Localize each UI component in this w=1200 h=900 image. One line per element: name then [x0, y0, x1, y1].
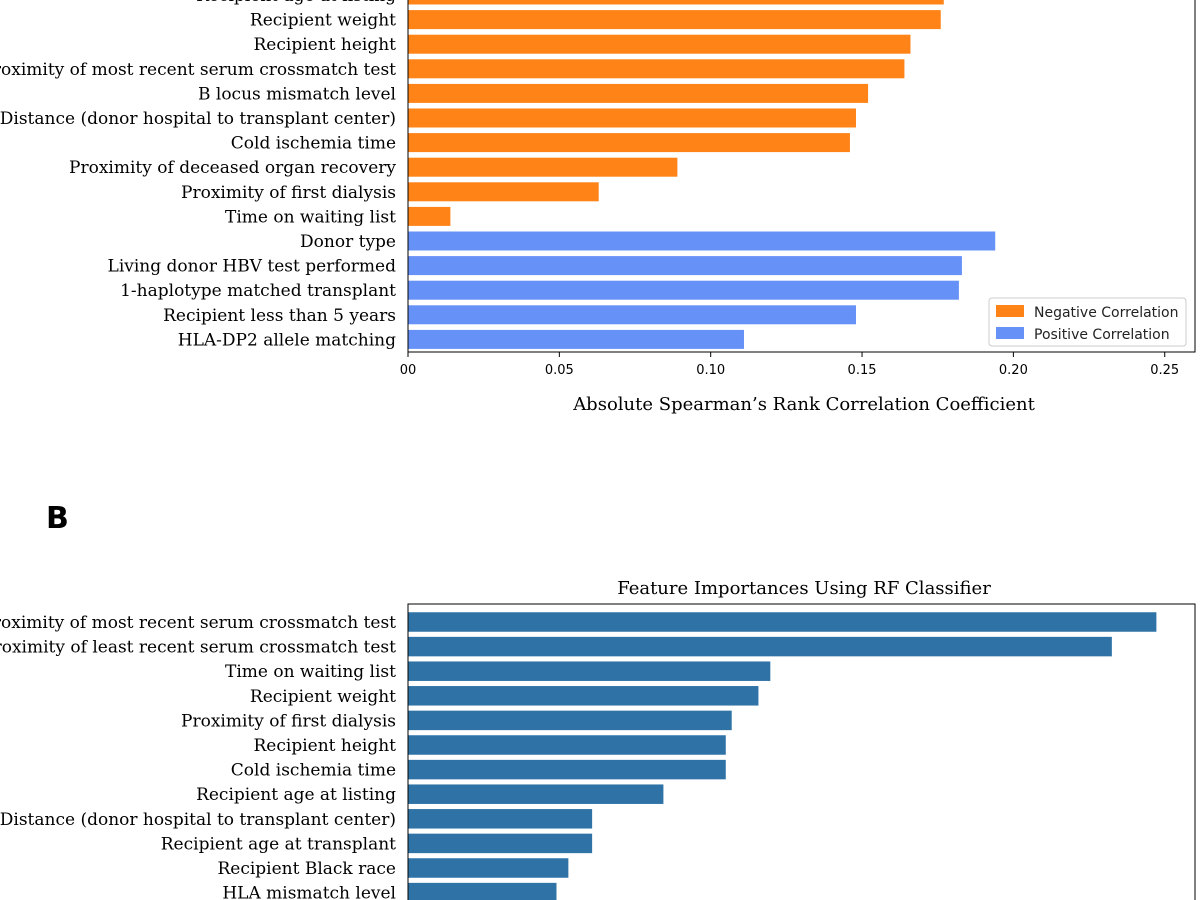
chart-a-category-label: Proximity of deceased organ recovery	[69, 158, 396, 178]
chart-b-category-label: Recipient height	[254, 736, 397, 756]
chart-a-category-label: Proximity of most recent serum crossmatc…	[0, 60, 396, 80]
chart-a-category-label: Recipient weight	[250, 11, 396, 31]
chart-a-bar	[408, 157, 678, 177]
chart-a-legend-label: Positive Correlation	[1034, 327, 1170, 343]
chart-b-bar	[408, 661, 771, 681]
chart-b-bars	[408, 612, 1157, 900]
chart-a-x-ticks: 00 0.05 0.10 0.15 0.20 0.25	[400, 352, 1179, 378]
chart-b-bar	[408, 833, 593, 854]
chart-a-category-label: Recipient age at listing	[196, 0, 396, 6]
chart-b-category-label: Proximity of first dialysis	[181, 711, 396, 731]
chart-b-title: Feature Importances Using RF Classifier	[617, 578, 991, 599]
chart-a-legend-box	[988, 297, 1187, 347]
chart-a-bar	[408, 329, 744, 349]
chart-a-category-label: Living donor HBV test performed	[108, 257, 397, 277]
chart-a-x-axis-title: Absolute Spearman’s Rank Correlation Coe…	[572, 394, 1035, 415]
chart-a-category-label: Donor type	[300, 232, 396, 252]
chart-a-category-label: B locus mismatch level	[198, 84, 396, 104]
chart-b-axes-frame	[407, 603, 1196, 900]
chart-b-category-label: Recipient weight	[250, 687, 396, 707]
chart-b-feature-importance: Feature Importances Using RF Classifier …	[0, 578, 1196, 900]
chart-a-legend-swatch	[996, 327, 1024, 339]
chart-b-bar	[408, 759, 726, 780]
chart-a-bar	[408, 0, 944, 5]
chart-b-bar	[408, 858, 569, 878]
chart-b-category-label: Recipient age at transplant	[161, 834, 396, 854]
chart-b-category-label: Recipient age at listing	[196, 785, 396, 805]
chart-a-category-labels: Recipient age at listing Recipient weight…	[0, 0, 396, 350]
chart-a-bar	[408, 182, 599, 202]
chart-a-tick-label: 0.15	[848, 363, 877, 378]
chart-b-category-label: HLA mismatch level	[222, 884, 396, 900]
chart-a-tick-label: 0.20	[999, 363, 1028, 378]
chart-a-axes-frame	[407, 0, 1196, 353]
chart-b-category-labels: Proximity of most recent serum crossmatc…	[0, 613, 396, 900]
chart-a-bar	[408, 305, 856, 325]
chart-b-bar	[408, 882, 557, 900]
chart-a-legend-swatch	[996, 305, 1024, 317]
chart-b-category-label: Cold ischemia time	[231, 761, 396, 781]
chart-b-category-label: Time on waiting list	[225, 662, 396, 682]
chart-a-bars	[408, 0, 996, 349]
chart-a-bar	[408, 34, 911, 54]
chart-a-tick-label: 0.10	[696, 363, 725, 378]
chart-a-bar	[408, 280, 959, 300]
chart-a-category-label: Recipient less than 5 years	[163, 306, 396, 326]
chart-b-bar	[408, 784, 664, 804]
chart-b-category-label: Recipient Black race	[217, 859, 396, 879]
chart-a-bar	[408, 133, 850, 153]
chart-a-legend: Negative Correlation Positive Correlation	[988, 297, 1187, 347]
chart-a-category-label: Cold ischemia time	[231, 134, 396, 154]
chart-a-bar	[408, 83, 869, 103]
chart-a-bar	[408, 206, 451, 226]
chart-a-category-label: Proximity of first dialysis	[181, 183, 396, 203]
chart-a-tick-label: 0.25	[1150, 363, 1179, 378]
chart-b-bar	[408, 809, 593, 829]
chart-b-bar	[408, 612, 1157, 632]
chart-a-category-label: 1-haplotype matched transplant	[120, 281, 396, 301]
chart-b-bar	[408, 735, 726, 755]
chart-a-category-label: Distance (donor hospital to transplant c…	[0, 109, 396, 129]
chart-a-legend-label: Negative Correlation	[1034, 305, 1178, 321]
chart-b-bar	[408, 636, 1112, 657]
chart-b-bar	[408, 686, 759, 706]
chart-a-bar	[408, 108, 856, 128]
chart-a-bar	[408, 256, 962, 276]
chart-a-category-label: Time on waiting list	[225, 207, 396, 227]
chart-b-category-label: Proximity of least recent serum crossmat…	[0, 638, 396, 658]
chart-a-correlation: Recipient age at listing Recipient weight…	[0, 0, 1196, 415]
chart-a-tick-label: 00	[400, 363, 417, 378]
chart-a-tick-label: 0.05	[545, 363, 574, 378]
chart-b-category-label: Distance (donor hospital to transplant c…	[0, 810, 396, 830]
chart-a-category-label: HLA-DP2 allele matching	[178, 330, 396, 350]
chart-a-bar	[408, 59, 905, 79]
chart-a-category-label: Recipient height	[254, 35, 397, 55]
chart-b-category-label: Proximity of most recent serum crossmatc…	[0, 613, 396, 633]
panel-b-label: B	[46, 501, 69, 536]
chart-a-bar	[408, 10, 941, 30]
chart-a-bar	[408, 231, 996, 251]
chart-b-bar	[408, 710, 732, 731]
